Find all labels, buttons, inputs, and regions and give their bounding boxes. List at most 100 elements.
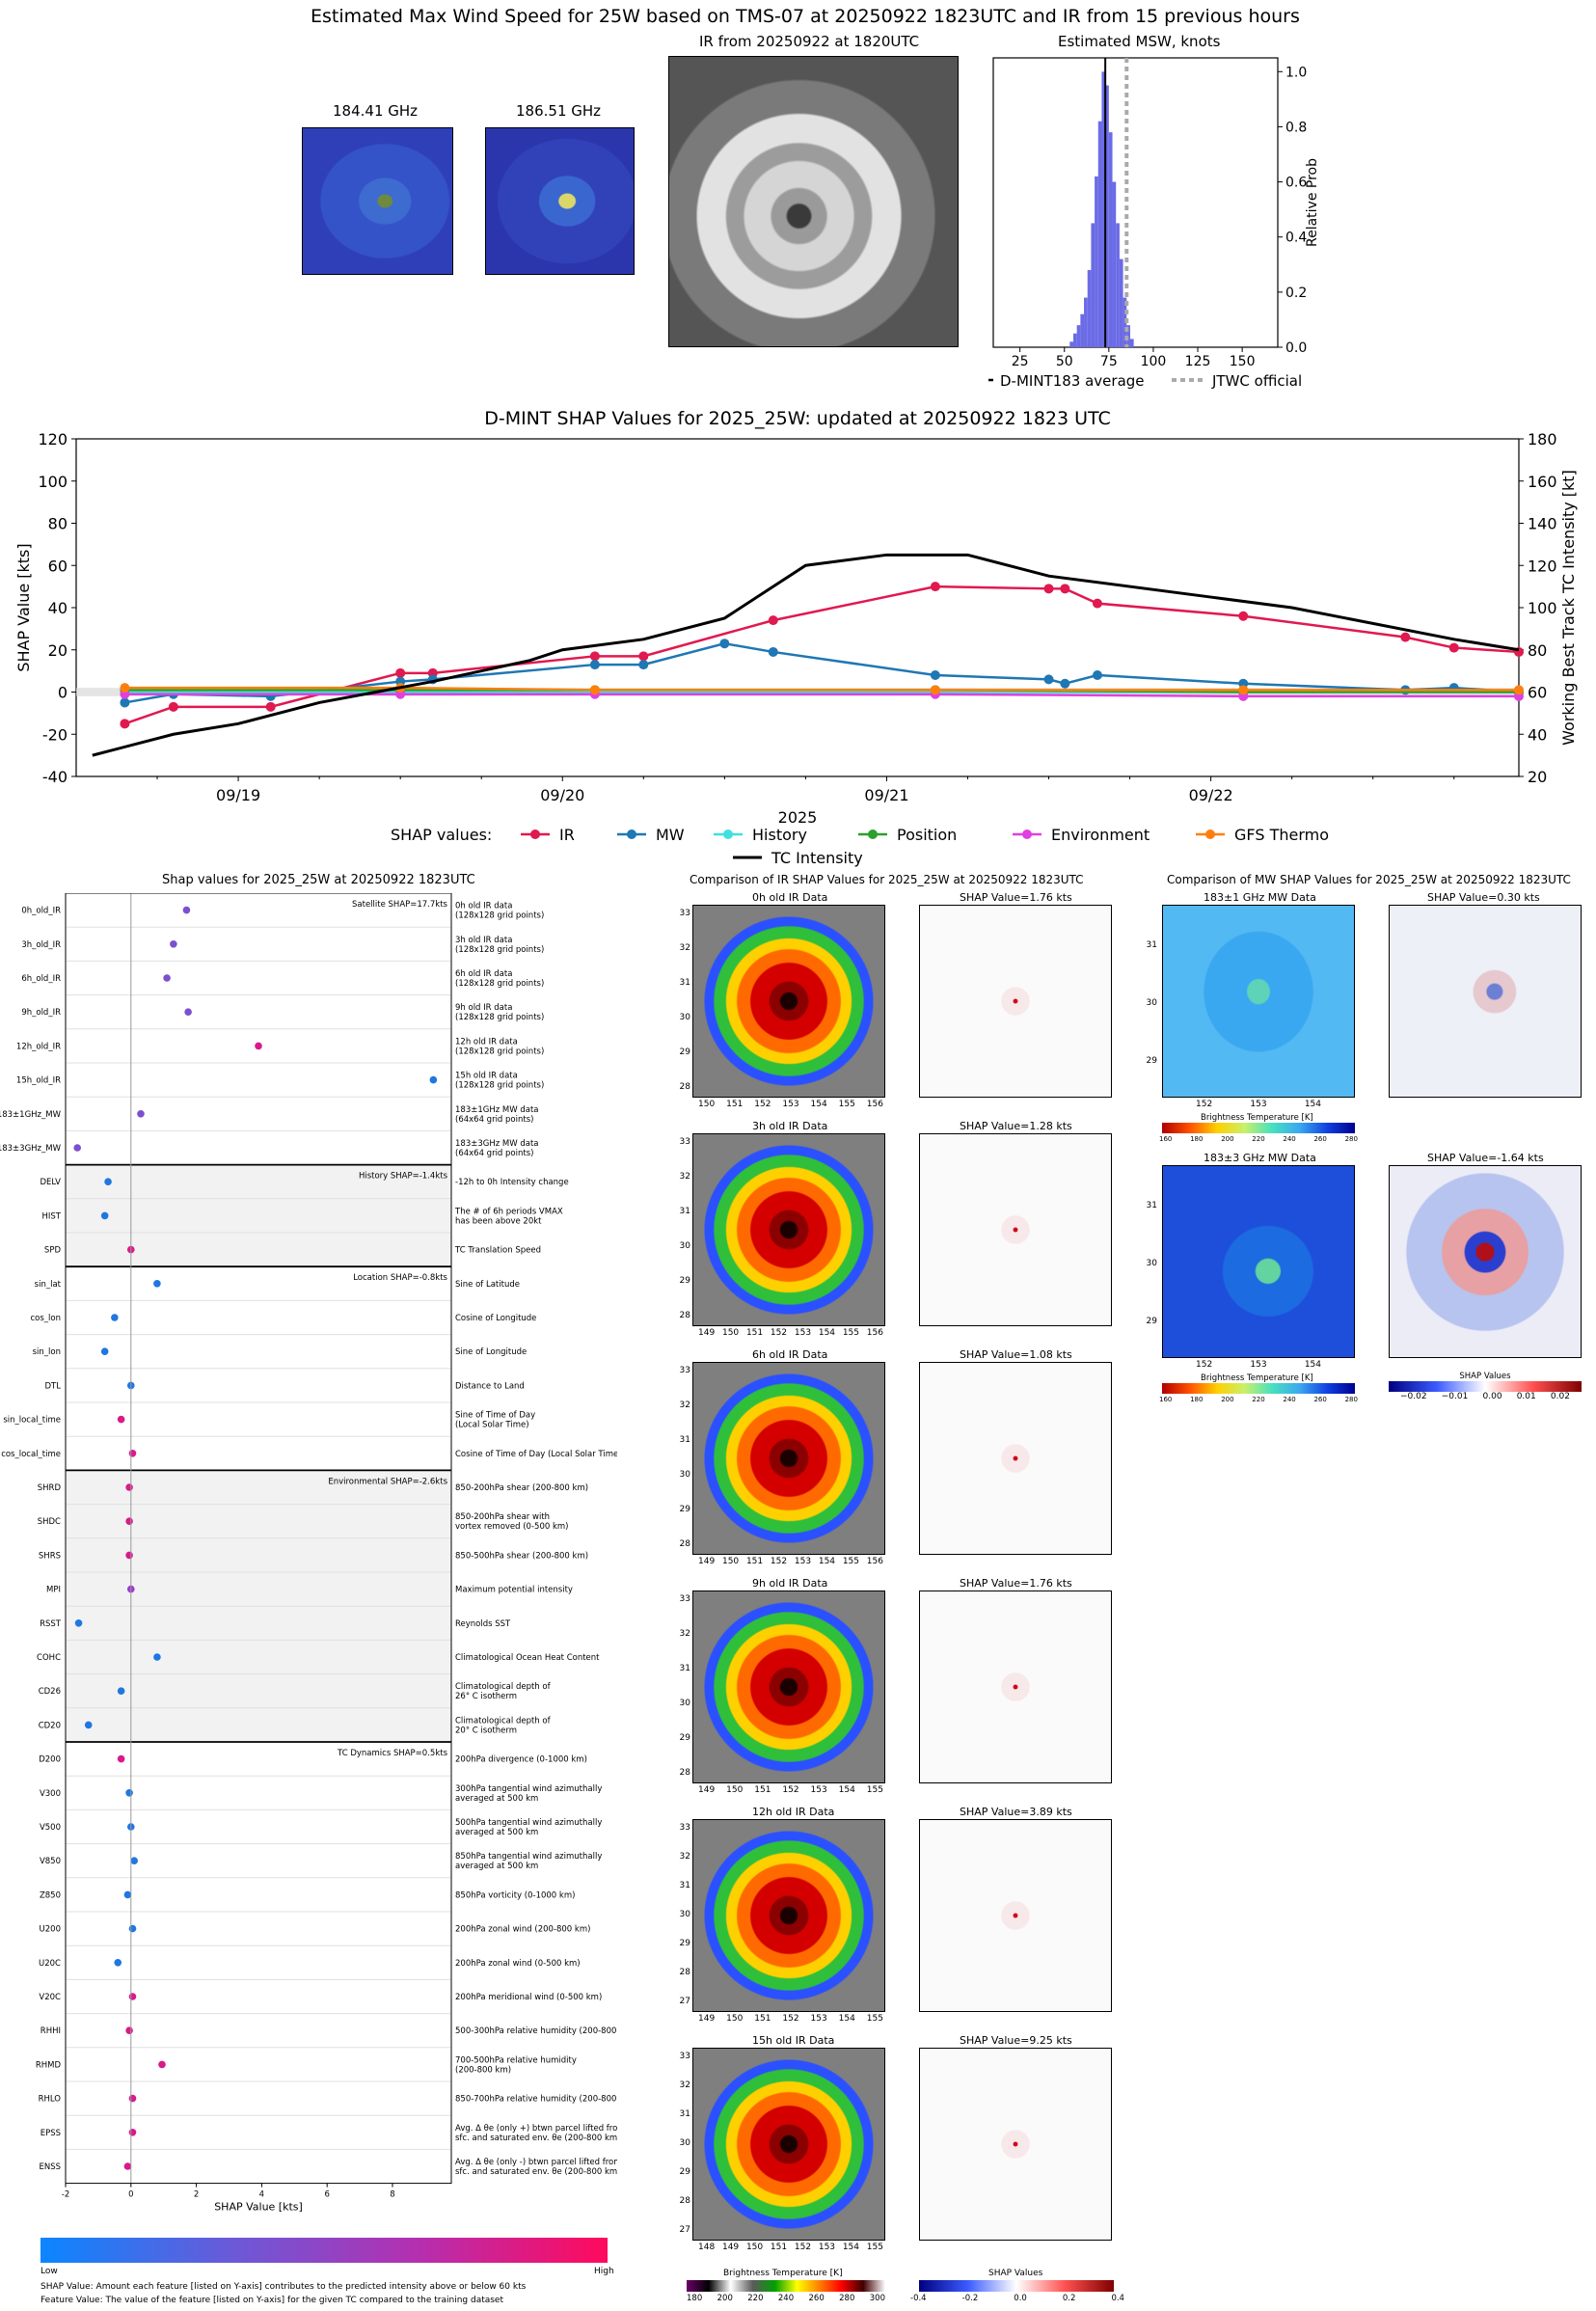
ir-panel-title: 9h old IR Data: [752, 1577, 828, 1590]
feature-desc: 183±3GHz MW data: [455, 1139, 538, 1149]
ts-y2tick-label: 180: [1528, 430, 1557, 449]
ir-xtick-label: 156: [866, 1328, 883, 1338]
series-point: [1092, 670, 1102, 680]
legend-label: GFS Thermo: [1234, 826, 1329, 844]
ir-ytick-label: 32: [679, 1400, 690, 1410]
hist-ytick-label: 0.6: [1285, 176, 1307, 191]
ir-panel-image: [692, 1591, 885, 1783]
feature-desc: 850hPa vorticity (0-1000 km): [455, 1890, 575, 1900]
feature-shap-dot: [73, 1144, 82, 1152]
feature-label: SHRD: [38, 1483, 62, 1493]
ir-ytick-label: 28: [679, 1311, 690, 1320]
feature-desc: (Local Solar Time): [455, 1421, 529, 1430]
ir-xticks: 149 150 151 152 153 154 155 156: [698, 1328, 883, 1338]
hist-bar: [1076, 325, 1081, 347]
ir-compare-title: Comparison of IR SHAP Values for 2025_25…: [690, 873, 1084, 886]
ir-xtick-label: 152: [754, 1100, 771, 1109]
ir-xtick-label: 154: [818, 1557, 836, 1566]
series-line-ir: [124, 585, 1520, 725]
ts-ytick-label: 60: [48, 557, 68, 575]
ir-ytick-label: 28: [679, 1539, 690, 1549]
feature-desc: (128x128 grid points): [455, 911, 544, 921]
ir-xtick-label: 150: [721, 1557, 740, 1566]
feature-label: V850: [40, 1857, 61, 1866]
mw-shap-colorbar: [1389, 1381, 1582, 1392]
series-line-gfs-thermo: [124, 686, 1519, 692]
mw-xtick-label: 153: [1250, 1360, 1267, 1370]
hist-ytick-label: 0.8: [1285, 120, 1307, 135]
ir-ytick-label: 32: [679, 943, 690, 953]
ir-yticks: 33 32 31 30 29 28: [675, 1366, 690, 1549]
ir-ytick-label: 30: [679, 2138, 690, 2148]
ts-xlabel: 2025: [778, 808, 818, 827]
mw-shap-image: [1389, 1165, 1582, 1358]
mw-ytick-label: 31: [1146, 1201, 1157, 1210]
hist-bar: [1097, 121, 1102, 347]
ts-ytick-label: 40: [48, 599, 68, 617]
feature-label: CD20: [39, 1721, 61, 1730]
hist-bar: [1091, 223, 1096, 347]
hist-bar: [1119, 258, 1123, 347]
ir-ytick-label: 30: [679, 1241, 690, 1251]
ir-xtick-label: 149: [721, 2243, 740, 2252]
ir-ytick-label: 33: [679, 909, 690, 918]
ir-ytick-label: 31: [679, 1881, 690, 1890]
ir-ytick-label: 33: [679, 1137, 690, 1147]
feature-xtick-label: 4: [259, 2190, 264, 2200]
ir-xtick-label: 156: [866, 1100, 883, 1109]
ir-xtick-label: 154: [810, 1100, 827, 1109]
ts-y2tick-label: 20: [1528, 768, 1547, 786]
feature-shap-dot: [128, 1993, 137, 2000]
feature-desc: (64x64 grid points): [455, 1115, 533, 1125]
ir-ytick-label: 32: [679, 1629, 690, 1639]
feature-shap-dot: [170, 940, 177, 948]
feature-shap-dot: [123, 2162, 132, 2170]
mw-shap-cbar-tick-label: 0.01: [1516, 1392, 1536, 1401]
hist-bar: [1112, 181, 1117, 347]
legend-label: Environment: [1051, 826, 1150, 844]
series-point: [638, 651, 649, 662]
ts-y2tick-label: 140: [1528, 515, 1557, 533]
legend-marker: [1022, 829, 1032, 839]
feature-desc: 200hPa meridional wind (0-500 km): [455, 1993, 602, 2002]
ts-y2tick-label: 160: [1528, 473, 1557, 491]
mw-panel-image: [1162, 1165, 1355, 1358]
ir-xtick-label: 149: [698, 1785, 716, 1795]
ir-shap-title: SHAP Value=1.76 kts: [960, 891, 1072, 904]
ir-shap-title: SHAP Value=1.08 kts: [960, 1348, 1072, 1361]
ir-xticks: 150 151 152 153 154 155 156: [698, 1100, 883, 1109]
ir-xtick-label: 155: [866, 2243, 883, 2252]
group-label: Satellite SHAP=17.7kts: [352, 900, 448, 910]
feature-shap-dot: [117, 1754, 125, 1763]
group-label: Environmental SHAP=-2.6kts: [328, 1477, 447, 1486]
feature-desc: 0h old IR data: [455, 902, 512, 911]
feature-label: CD26: [39, 1687, 61, 1697]
feature-shap-dot: [128, 1450, 137, 1457]
feature-desc: Sine of Longitude: [455, 1347, 527, 1357]
mw-panel-row: 183±3 GHz MW Data SHAP Value=-1.64 kts B…: [1147, 1148, 1591, 1408]
feature-desc: TC Translation Speed: [454, 1246, 541, 1256]
hist-xtick-label: 150: [1230, 354, 1256, 369]
feature-xtick-label: 6: [324, 2190, 329, 2200]
mw-cbar-ticks: 160 180 200 220 240 260 280: [1159, 1135, 1358, 1143]
series-point: [1514, 685, 1524, 695]
mw-compare-title: Comparison of MW SHAP Values for 2025_25…: [1167, 873, 1571, 886]
feature-desc: 200hPa zonal wind (0-500 km): [455, 1959, 581, 1969]
hist-axes-frame: [992, 57, 1279, 348]
feature-desc: Sine of Latitude: [455, 1280, 520, 1290]
feature-shap-dot: [117, 1415, 125, 1424]
legend-marker: [723, 829, 733, 839]
feature-desc: 850-500hPa shear (200-800 km): [455, 1551, 588, 1561]
ir-panel-image: [692, 1362, 885, 1555]
feature-desc: Climatological depth of: [455, 1716, 552, 1726]
feature-shap-dot: [74, 1619, 83, 1627]
feature-shap-dot: [128, 2129, 137, 2136]
ir-cbar-ticks: 180 200 220 240 260 280 300: [687, 2294, 885, 2303]
ts-y2tick-label: 80: [1528, 641, 1547, 660]
hist-bar: [1080, 313, 1085, 347]
ir-xtick-label: 155: [866, 2014, 883, 2024]
feature-label: SHRS: [39, 1551, 61, 1561]
feature-shap-svg: 0h_old_IR 0h old IR data(128x128 grid poi…: [0, 892, 636, 2214]
feature-desc: 3h old IR data: [455, 936, 512, 945]
feature-shap-dot: [100, 1347, 109, 1355]
